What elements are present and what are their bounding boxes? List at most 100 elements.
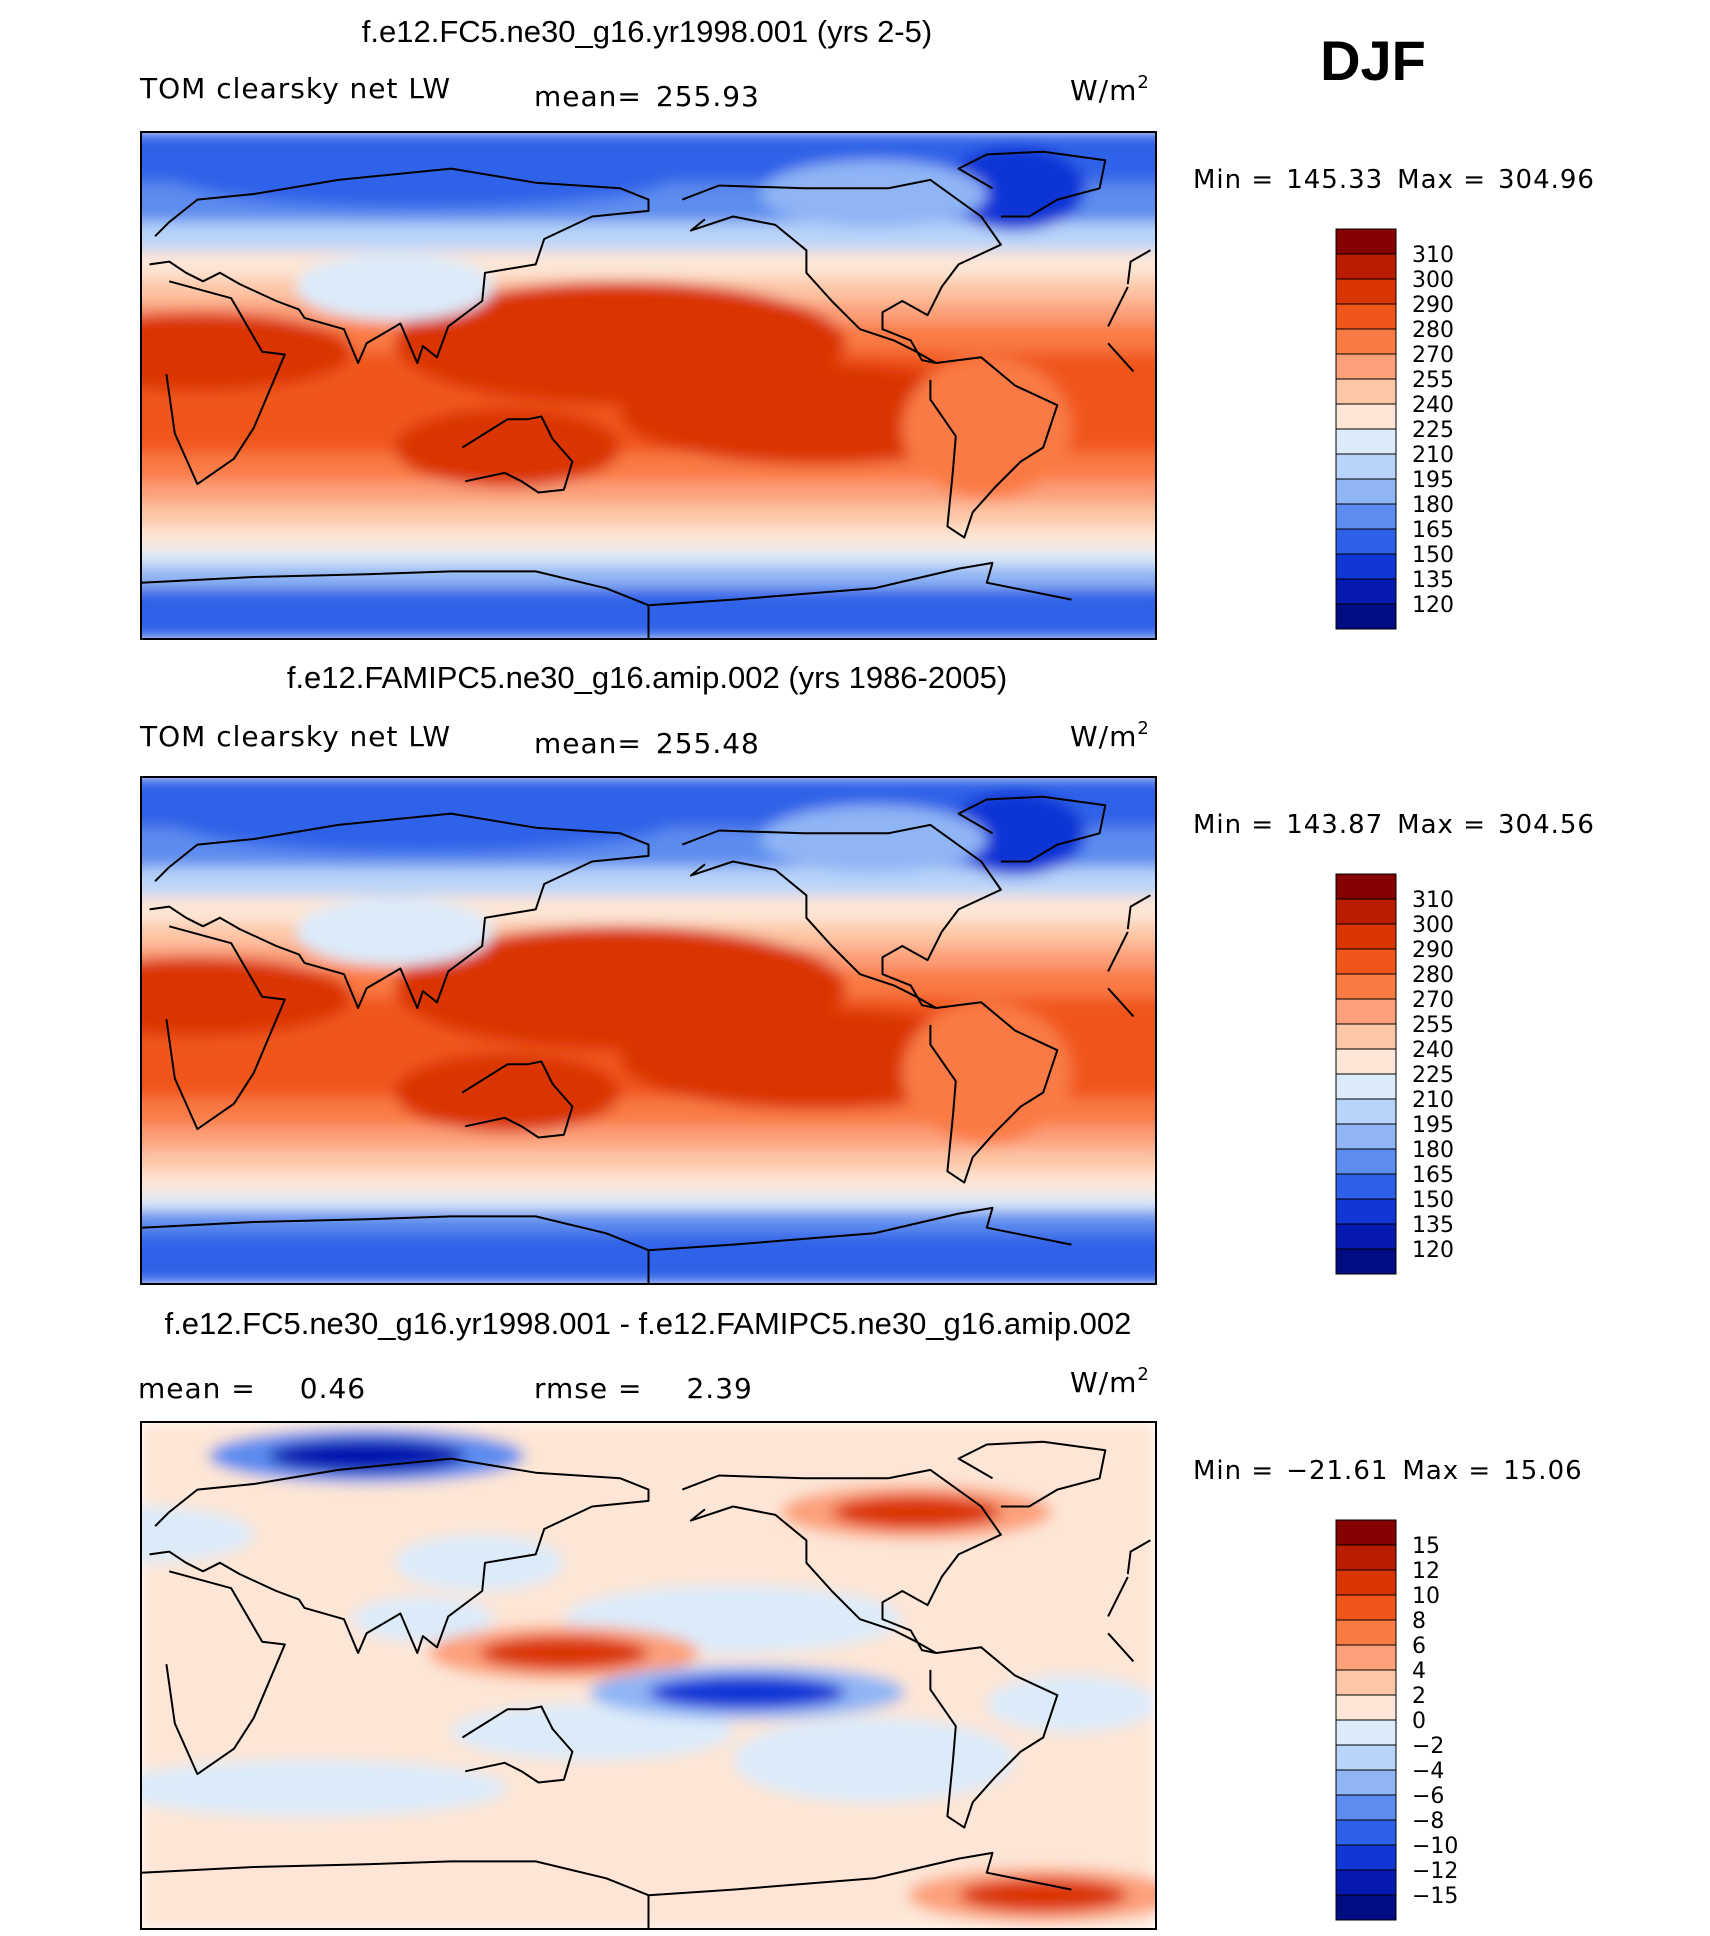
coastline <box>461 1705 574 1784</box>
panel-3-mean-value: 0.46 <box>300 1372 366 1405</box>
colorbar-swatch <box>1335 328 1397 355</box>
panel-1-min-label: Min = <box>1193 165 1274 195</box>
panel-1: f.e12.FC5.ne30_g16.yr1998.001 (yrs 2-5) … <box>139 14 1595 640</box>
panel-1-units: W/m2 <box>1070 72 1150 107</box>
colorbar-tick-label: 280 <box>1412 318 1454 343</box>
panel-1-map <box>141 132 1156 639</box>
season-label: DJF <box>1320 29 1426 92</box>
coastline <box>141 1851 1072 1929</box>
colorbar-swatch <box>1335 453 1397 480</box>
panel-1-field <box>141 132 1156 639</box>
colorbar-tick-label: −6 <box>1412 1784 1444 1809</box>
colorbar-swatch <box>1335 1173 1397 1200</box>
colorbar-tick-label: 195 <box>1412 1113 1454 1138</box>
colorbar-swatch <box>1335 1769 1397 1796</box>
colorbar-tick-label: 150 <box>1412 1188 1454 1213</box>
panel-2-mean-label: mean= <box>534 727 642 760</box>
panel-3-mean-label: mean = <box>138 1372 256 1405</box>
panel-2-field <box>141 777 1156 1284</box>
panel-3-units: W/m2 <box>1070 1364 1150 1399</box>
colorbar-swatch <box>1335 1694 1397 1721</box>
panel-3-mean: mean = 0.46 <box>138 1372 366 1405</box>
colorbar-swatch <box>1335 998 1397 1025</box>
colorbar-swatch <box>1335 303 1397 330</box>
panel-2-colorbar: 3103002902802702552402252101951801651501… <box>1335 873 1454 1275</box>
coastline <box>149 812 1151 1009</box>
colorbar-tick-label: 310 <box>1412 888 1454 913</box>
colorbar-tick-label: 180 <box>1412 1138 1454 1163</box>
panel-1-mean: mean= 255.93 <box>534 80 760 113</box>
colorbar-tick-label: 270 <box>1412 343 1454 368</box>
colorbar-swatch <box>1335 1594 1397 1621</box>
colorbar-swatch <box>1335 1894 1397 1921</box>
colorbar-tick-label: 135 <box>1412 1213 1454 1238</box>
colorbar-swatch <box>1335 923 1397 950</box>
coastline <box>929 356 1059 539</box>
panel-3-coastlines <box>141 1440 1151 1929</box>
colorbar-swatch <box>1335 1569 1397 1596</box>
panel-1-map-frame <box>140 131 1157 640</box>
panel-2-units-text: W/m <box>1070 720 1137 753</box>
colorbar-tick-label: 270 <box>1412 988 1454 1013</box>
colorbar-tick-label: 225 <box>1412 1063 1454 1088</box>
colorbar-tick-label: 2 <box>1412 1684 1426 1709</box>
colorbar-swatch <box>1335 1198 1397 1225</box>
panel-3-rmse-value: 2.39 <box>686 1372 752 1405</box>
coastline <box>957 795 1107 863</box>
panel-1-title: f.e12.FC5.ne30_g16.yr1998.001 (yrs 2-5) <box>362 14 932 49</box>
panel-3-units-text: W/m <box>1070 1366 1137 1399</box>
colorbar-tick-label: 290 <box>1412 938 1454 963</box>
colorbar-tick-label: 225 <box>1412 418 1454 443</box>
colorbar-swatch <box>1335 553 1397 580</box>
panel-3-min-value: −21.61 <box>1286 1456 1388 1486</box>
colorbar-tick-label: 4 <box>1412 1659 1426 1684</box>
colorbar-tick-label: 195 <box>1412 468 1454 493</box>
panel-3-minmax: Min = −21.61 Max = 15.06 <box>1193 1456 1583 1486</box>
colorbar-swatch <box>1335 1719 1397 1746</box>
colorbar-tick-label: 255 <box>1412 1013 1454 1038</box>
colorbar-swatch <box>1335 873 1397 900</box>
colorbar-tick-label: 150 <box>1412 543 1454 568</box>
coastline <box>957 150 1107 218</box>
coastline <box>165 280 1135 486</box>
panel-2-min-value: 143.87 <box>1286 810 1383 840</box>
colorbar-tick-label: 120 <box>1412 1238 1454 1263</box>
colorbar-tick-label: 290 <box>1412 293 1454 318</box>
colorbar-swatch <box>1335 1619 1397 1646</box>
panel-1-max-label: Max = <box>1397 165 1486 195</box>
colorbar-swatch <box>1335 1744 1397 1771</box>
colorbar-swatch <box>1335 403 1397 430</box>
colorbar-swatch <box>1335 478 1397 505</box>
coastline <box>681 178 1002 364</box>
coastline <box>141 561 1072 639</box>
coastline <box>461 1060 574 1139</box>
panel-3-map-frame <box>140 1421 1157 1930</box>
colorbar-swatch <box>1335 898 1397 925</box>
panel-2: f.e12.FAMIPC5.ne30_g16.amip.002 (yrs 198… <box>139 660 1594 1285</box>
colorbar-tick-label: 10 <box>1412 1584 1440 1609</box>
colorbar-tick-label: 280 <box>1412 963 1454 988</box>
colorbar-swatch <box>1335 1248 1397 1275</box>
panel-2-max-label: Max = <box>1397 810 1486 840</box>
colorbar-tick-label: −4 <box>1412 1759 1444 1784</box>
panel-1-minmax: Min = 145.33 Max = 304.96 <box>1193 165 1595 195</box>
panel-2-map <box>141 777 1156 1284</box>
colorbar-tick-label: 0 <box>1412 1709 1426 1734</box>
panel-2-mean: mean= 255.48 <box>534 727 760 760</box>
coastline <box>165 925 1135 1131</box>
colorbar-swatch <box>1335 503 1397 530</box>
panel-3: f.e12.FC5.ne30_g16.yr1998.001 - f.e12.FA… <box>138 1306 1583 1930</box>
colorbar-tick-label: −15 <box>1412 1884 1458 1909</box>
colorbar-swatch <box>1335 1023 1397 1050</box>
colorbar-tick-label: 120 <box>1412 593 1454 618</box>
colorbar-tick-label: 12 <box>1412 1559 1440 1584</box>
colorbar-swatch <box>1335 1844 1397 1871</box>
colorbar-tick-label: −8 <box>1412 1809 1444 1834</box>
panel-2-title: f.e12.FAMIPC5.ne30_g16.amip.002 (yrs 198… <box>287 660 1007 695</box>
colorbar-swatch <box>1335 1073 1397 1100</box>
colorbar-swatch <box>1335 278 1397 305</box>
coastline <box>929 1001 1059 1184</box>
colorbar-tick-label: 15 <box>1412 1534 1440 1559</box>
panel-3-field <box>141 1422 1156 1929</box>
